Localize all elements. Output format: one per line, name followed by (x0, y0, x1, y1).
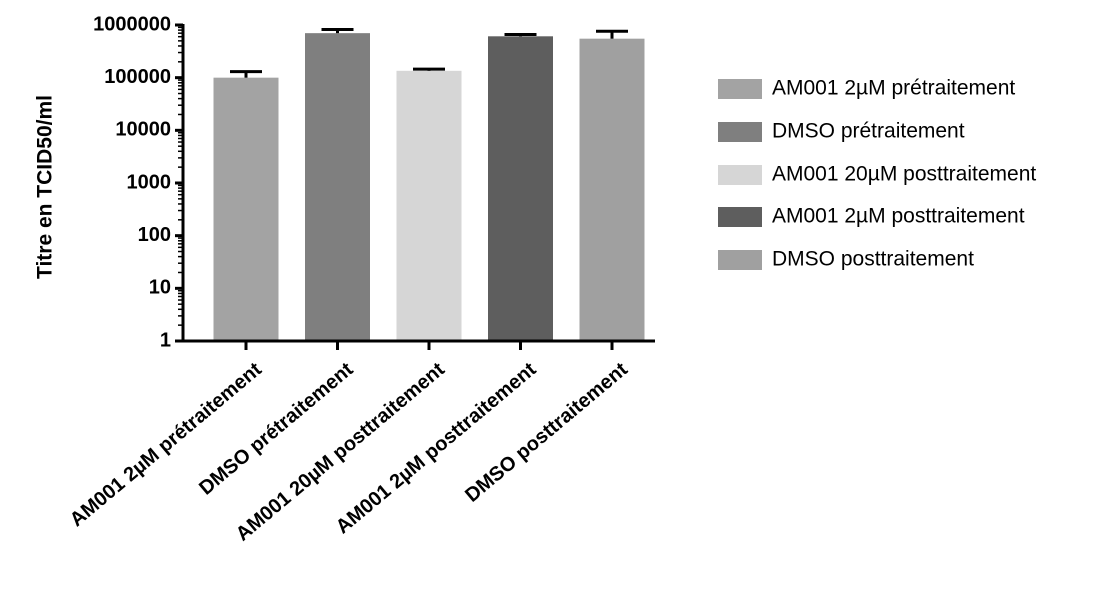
legend-entry: DMSO prétraitement (718, 120, 965, 143)
y-tick-label: 100000 (104, 66, 171, 88)
legend-entry: AM001 20µM posttraitement (718, 163, 1036, 186)
y-axis: 1 10 100 1000 10000 100000 1000000 (93, 13, 185, 351)
legend-entry: DMSO posttraitement (718, 248, 974, 271)
legend-swatch (718, 207, 762, 227)
legend: AM001 2µM prétraitement DMSO prétraitemen… (718, 77, 1036, 271)
legend-label: AM001 2µM posttraitement (772, 205, 1025, 228)
bar (305, 33, 370, 341)
y-tick-label: 10 (149, 277, 171, 299)
legend-label: DMSO prétraitement (772, 120, 965, 143)
legend-entry: AM001 2µM posttraitement (718, 205, 1025, 228)
legend-label: AM001 20µM posttraitement (772, 163, 1036, 186)
legend-swatch (718, 250, 762, 270)
error-bars (230, 28, 628, 78)
bars (213, 33, 645, 342)
y-tick-label: 100 (138, 224, 171, 246)
bar (488, 36, 553, 341)
x-tick-label: DMSO posttraitement (461, 358, 632, 506)
x-tick-label: DMSO prétraitement (195, 358, 358, 499)
x-tick-label: AM001 2µM prétraitement (66, 358, 266, 531)
y-axis-label: Titre en TCID50/ml (34, 95, 57, 279)
y-tick-label: 1 (160, 329, 171, 351)
bar (579, 38, 645, 342)
y-tick-label: 10000 (115, 119, 171, 141)
legend-label: DMSO posttraitement (772, 248, 974, 271)
y-tick-label: 1000000 (93, 13, 171, 35)
legend-entry: AM001 2µM prétraitement (718, 77, 1015, 100)
legend-swatch (718, 165, 762, 185)
legend-label: AM001 2µM prétraitement (772, 77, 1015, 100)
bar (396, 70, 462, 341)
legend-swatch (718, 79, 762, 99)
legend-swatch (718, 122, 762, 142)
y-tick-label: 1000 (127, 171, 172, 193)
bar (213, 77, 279, 342)
